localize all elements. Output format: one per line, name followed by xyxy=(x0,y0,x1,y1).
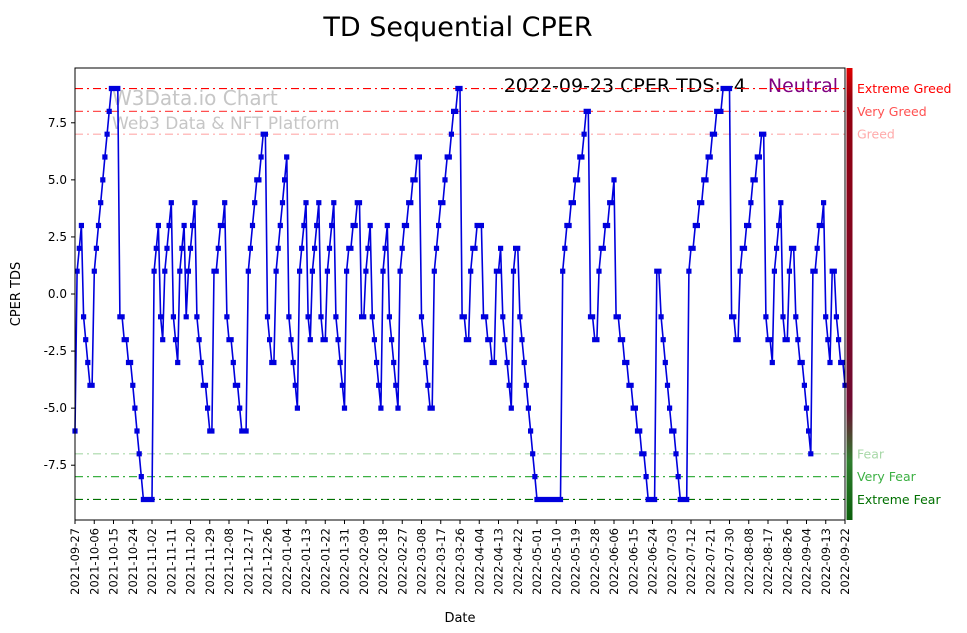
threshold-label: Very Greed xyxy=(857,104,927,119)
x-tick-label: 2022-08-26 xyxy=(780,528,794,595)
x-tick-label: 2021-11-11 xyxy=(164,528,178,595)
watermark-line-1: W3Data.io Chart xyxy=(112,86,278,110)
threshold-label: Extreme Fear xyxy=(857,492,941,507)
x-tick-label: 2022-05-19 xyxy=(569,528,583,595)
x-tick-label: 2021-12-17 xyxy=(241,528,255,595)
x-tick-label: 2021-12-08 xyxy=(222,528,236,595)
x-tick-label: 2022-02-09 xyxy=(357,528,371,595)
series-line xyxy=(74,87,846,501)
x-tick-label: 2021-12-26 xyxy=(261,528,275,595)
plot-area: Extreme Greed Very Greed Greed Fear Very Fea… xyxy=(44,67,951,595)
y-tick-label: 0.0 xyxy=(48,287,67,301)
current-reading: 2022-09-23 CPER TDS: -4 Neutral xyxy=(504,75,838,97)
x-tick-label: 2022-07-03 xyxy=(665,528,679,595)
x-tick-label: 2022-04-22 xyxy=(511,528,525,595)
x-tick-label: 2022-02-27 xyxy=(395,528,409,595)
x-tick-label: 2022-05-10 xyxy=(549,528,563,595)
x-tick-label: 2022-05-28 xyxy=(588,528,602,595)
x-tick-label: 2022-01-04 xyxy=(280,528,294,595)
threshold-label: Extreme Greed xyxy=(857,81,951,96)
chart-title: TD Sequential CPER xyxy=(322,12,592,43)
x-tick-label: 2022-06-15 xyxy=(626,528,640,595)
x-tick-label: 2021-11-02 xyxy=(145,528,159,595)
x-tick-label: 2022-07-12 xyxy=(684,528,698,595)
x-tick-label: 2022-03-08 xyxy=(415,528,429,595)
threshold-label: Greed xyxy=(857,127,895,142)
x-tick-label: 2021-10-15 xyxy=(107,528,121,595)
y-tick-label: -2.5 xyxy=(44,344,67,358)
y-axis-label: CPER TDS xyxy=(9,262,24,327)
y-tick-label: 2.5 xyxy=(48,230,67,244)
x-tick-label: 2022-02-18 xyxy=(376,528,390,595)
x-tick-label: 2022-07-30 xyxy=(723,528,737,595)
x-tick-label: 2022-08-17 xyxy=(761,528,775,595)
x-tick-label: 2021-11-20 xyxy=(184,528,198,595)
current-reading-text: 2022-09-23 CPER TDS: -4 xyxy=(504,75,746,97)
x-tick-label: 2022-04-04 xyxy=(472,528,486,595)
y-tick-label: 7.5 xyxy=(48,116,67,130)
x-tick-label: 2022-04-13 xyxy=(492,528,506,595)
y-tick-label: 5.0 xyxy=(48,173,67,187)
x-tick-label: 2022-06-24 xyxy=(646,528,660,595)
x-tick-label: 2021-11-29 xyxy=(203,528,217,595)
x-tick-label: 2022-09-22 xyxy=(838,528,852,595)
x-tick-label: 2022-01-13 xyxy=(299,528,313,595)
x-tick-label: 2022-01-31 xyxy=(338,528,352,595)
x-tick-label: 2022-01-22 xyxy=(318,528,332,595)
threshold-label: Fear xyxy=(857,446,885,461)
x-tick-label: 2022-05-01 xyxy=(530,528,544,595)
x-tick-label: 2022-08-08 xyxy=(742,528,756,595)
x-tick-label: 2022-03-26 xyxy=(453,528,467,595)
x-tick-label: 2022-09-13 xyxy=(819,528,833,595)
x-tick-label: 2022-07-21 xyxy=(703,528,717,595)
sentiment-gauge-bar xyxy=(846,68,853,520)
x-tick-label: 2021-10-24 xyxy=(126,528,140,595)
y-tick-label: -5.0 xyxy=(44,401,67,415)
x-tick-label: 2021-09-27 xyxy=(68,528,82,595)
x-tick-label: 2021-10-06 xyxy=(87,528,101,595)
x-tick-label: 2022-03-17 xyxy=(434,528,448,595)
x-axis-label: Date xyxy=(444,611,475,626)
x-tick-label: 2022-09-04 xyxy=(800,528,814,595)
y-tick-label: -7.5 xyxy=(44,458,67,472)
current-reading-status: Neutral xyxy=(768,75,838,97)
threshold-label: Very Fear xyxy=(857,469,917,484)
x-tick-label: 2022-06-06 xyxy=(607,528,621,595)
watermark-line-2: Web3 Data & NFT Platform xyxy=(112,114,340,134)
